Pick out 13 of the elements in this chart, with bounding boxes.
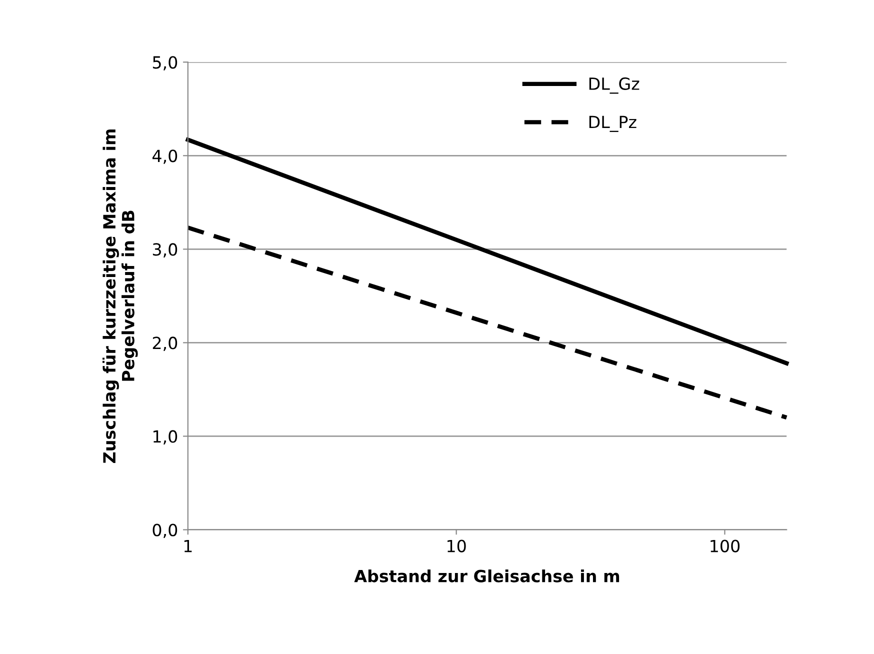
x-tick-label: 10 [448, 540, 466, 552]
legend-label: DL_Gz [589, 77, 640, 94]
y-tick-label: 2,0 [152, 336, 178, 351]
x-tick-label: 1 [184, 540, 192, 552]
x-axis-title: Abstand zur Gleisachse in m [354, 569, 620, 582]
legend-label: DL_Pz [589, 116, 636, 132]
y-tick-label: 5,0 [152, 56, 178, 70]
y-tick-label: 4,0 [152, 150, 178, 164]
y-tick-label: 1,0 [154, 430, 178, 444]
x-tick-label: 100 [710, 540, 740, 552]
y-tick-label: 3,0 [152, 243, 178, 258]
y-axis-title: Zuschlag für kurzzeitige Maxima im Pegelverlauf in dB [102, 129, 138, 463]
y-tick-label: 0,0 [152, 524, 178, 538]
